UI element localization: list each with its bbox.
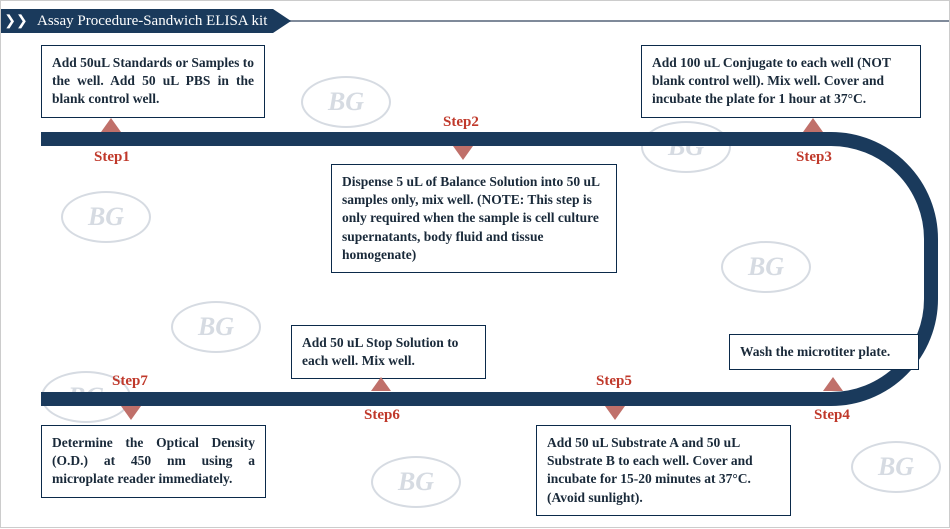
step1-pointer-icon <box>101 118 121 132</box>
step2-label: Step2 <box>443 114 479 131</box>
step4-box: Wash the microtiter plate. <box>729 334 919 370</box>
step2-pointer-icon <box>453 146 473 160</box>
step7-label: Step7 <box>112 373 148 390</box>
step2-box: Dispense 5 uL of Balance Solution into 5… <box>331 164 617 273</box>
step3-label: Step3 <box>796 149 832 166</box>
step3-pointer-icon <box>803 118 823 132</box>
step5-label: Step5 <box>596 373 632 390</box>
step1-box: Add 50uL Standards or Samples to the wel… <box>41 45 265 118</box>
step1-label: Step1 <box>94 149 130 166</box>
step6-pointer-icon <box>371 377 391 391</box>
step7-box: Determine the Optical Density (O.D.) at … <box>41 425 266 498</box>
step6-label: Step6 <box>364 407 400 424</box>
step6-box: Add 50 uL Stop Solution to each well. Mi… <box>291 325 486 379</box>
step4-label: Step4 <box>814 407 850 424</box>
step7-pointer-icon <box>121 406 141 420</box>
step4-pointer-icon <box>823 377 843 391</box>
step5-pointer-icon <box>605 406 625 420</box>
step5-box: Add 50 uL Substrate A and 50 uL Substrat… <box>536 425 791 516</box>
step3-box: Add 100 uL Conjugate to each well (NOT b… <box>641 45 921 118</box>
